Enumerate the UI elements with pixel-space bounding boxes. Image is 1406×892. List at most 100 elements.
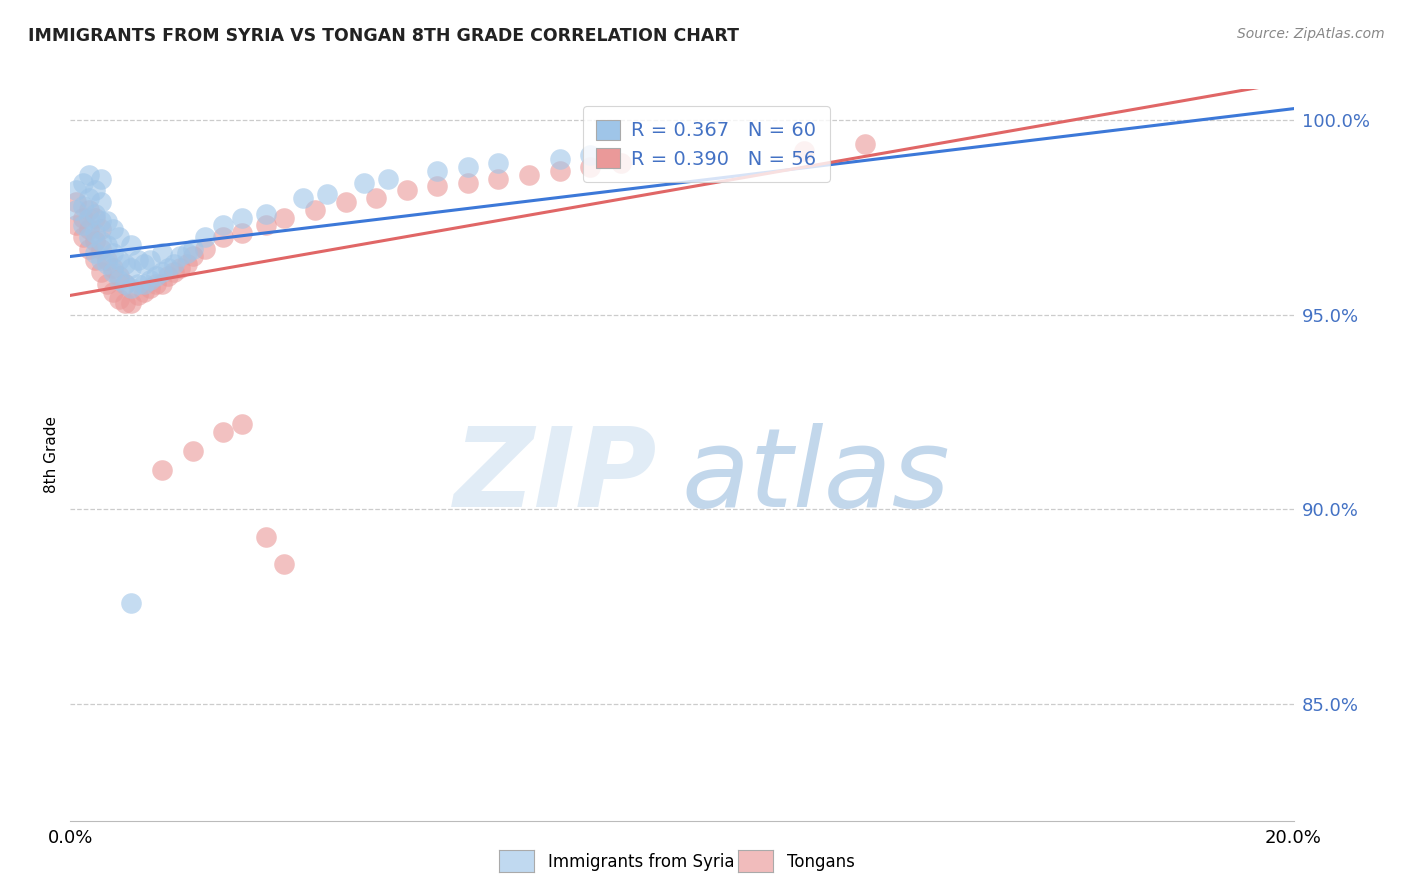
Point bbox=[548, 164, 571, 178]
Point bbox=[231, 211, 253, 225]
Point bbox=[212, 425, 235, 439]
Point bbox=[114, 257, 136, 271]
Point bbox=[395, 183, 418, 197]
Point bbox=[101, 245, 124, 260]
Point bbox=[426, 164, 449, 178]
Point bbox=[72, 211, 94, 225]
Y-axis label: 8th Grade: 8th Grade bbox=[44, 417, 59, 493]
Point bbox=[488, 171, 510, 186]
Point bbox=[90, 242, 112, 256]
Text: Source: ZipAtlas.com: Source: ZipAtlas.com bbox=[1237, 27, 1385, 41]
Point bbox=[121, 237, 143, 252]
Point bbox=[132, 257, 155, 271]
Point bbox=[83, 211, 105, 225]
Point bbox=[90, 234, 112, 248]
Point bbox=[855, 136, 877, 151]
Point bbox=[96, 257, 118, 271]
Point bbox=[145, 268, 167, 283]
Point bbox=[65, 194, 87, 209]
Point bbox=[90, 171, 112, 186]
Point bbox=[83, 183, 105, 197]
Point bbox=[457, 160, 479, 174]
Point bbox=[176, 257, 198, 271]
Point bbox=[139, 253, 162, 268]
Point bbox=[72, 199, 94, 213]
Text: IMMIGRANTS FROM SYRIA VS TONGAN 8TH GRADE CORRELATION CHART: IMMIGRANTS FROM SYRIA VS TONGAN 8TH GRAD… bbox=[28, 27, 740, 45]
Point bbox=[150, 265, 173, 279]
Point bbox=[101, 265, 124, 279]
Point bbox=[150, 463, 173, 477]
Point bbox=[127, 288, 149, 302]
Point bbox=[108, 273, 131, 287]
Point bbox=[96, 237, 118, 252]
Point bbox=[291, 191, 314, 205]
Point bbox=[194, 230, 217, 244]
Text: Tongans: Tongans bbox=[787, 853, 855, 871]
Point bbox=[96, 253, 118, 268]
Point bbox=[65, 183, 87, 197]
Point bbox=[83, 253, 105, 268]
Point bbox=[548, 153, 571, 167]
Point bbox=[72, 176, 94, 190]
Point bbox=[353, 176, 375, 190]
Point bbox=[77, 202, 100, 217]
Text: ZIP: ZIP bbox=[454, 424, 658, 531]
Point bbox=[127, 277, 149, 291]
Point bbox=[108, 230, 131, 244]
Point bbox=[181, 250, 204, 264]
Point bbox=[169, 261, 191, 276]
Point bbox=[366, 191, 388, 205]
Point bbox=[77, 222, 100, 236]
Point bbox=[157, 261, 180, 276]
Point bbox=[96, 214, 118, 228]
Point bbox=[304, 202, 326, 217]
Point bbox=[231, 226, 253, 240]
Point bbox=[163, 257, 186, 271]
Point bbox=[139, 280, 162, 294]
Point bbox=[114, 296, 136, 310]
Point bbox=[488, 156, 510, 170]
Point bbox=[254, 219, 277, 233]
Point bbox=[316, 187, 339, 202]
Point bbox=[127, 253, 149, 268]
Point bbox=[426, 179, 449, 194]
Point bbox=[163, 265, 186, 279]
Point bbox=[108, 253, 131, 268]
Point bbox=[77, 168, 100, 182]
Point bbox=[121, 261, 143, 276]
Point bbox=[273, 211, 295, 225]
Text: Immigrants from Syria: Immigrants from Syria bbox=[548, 853, 735, 871]
Point bbox=[101, 261, 124, 276]
Point bbox=[83, 207, 105, 221]
Point bbox=[114, 277, 136, 291]
Point bbox=[139, 273, 162, 287]
Point bbox=[72, 219, 94, 233]
Point bbox=[212, 219, 235, 233]
Point bbox=[579, 160, 602, 174]
Point bbox=[132, 285, 155, 299]
Point bbox=[90, 265, 112, 279]
Point bbox=[157, 268, 180, 283]
Point bbox=[77, 191, 100, 205]
Point bbox=[90, 253, 112, 268]
Point bbox=[121, 296, 143, 310]
Point bbox=[194, 242, 217, 256]
Point bbox=[254, 207, 277, 221]
Point bbox=[90, 222, 112, 236]
Point bbox=[65, 202, 87, 217]
Point bbox=[108, 268, 131, 283]
Point bbox=[90, 214, 112, 228]
Point bbox=[90, 194, 112, 209]
Point bbox=[83, 245, 105, 260]
Point bbox=[273, 557, 295, 571]
Point bbox=[83, 234, 105, 248]
Point bbox=[793, 145, 815, 159]
Legend: R = 0.367   N = 60, R = 0.390   N = 56: R = 0.367 N = 60, R = 0.390 N = 56 bbox=[582, 106, 830, 182]
Point bbox=[121, 596, 143, 610]
Point bbox=[610, 156, 633, 170]
Point bbox=[579, 148, 602, 162]
Point bbox=[231, 417, 253, 431]
Point bbox=[72, 230, 94, 244]
Point bbox=[145, 277, 167, 291]
Point bbox=[65, 219, 87, 233]
